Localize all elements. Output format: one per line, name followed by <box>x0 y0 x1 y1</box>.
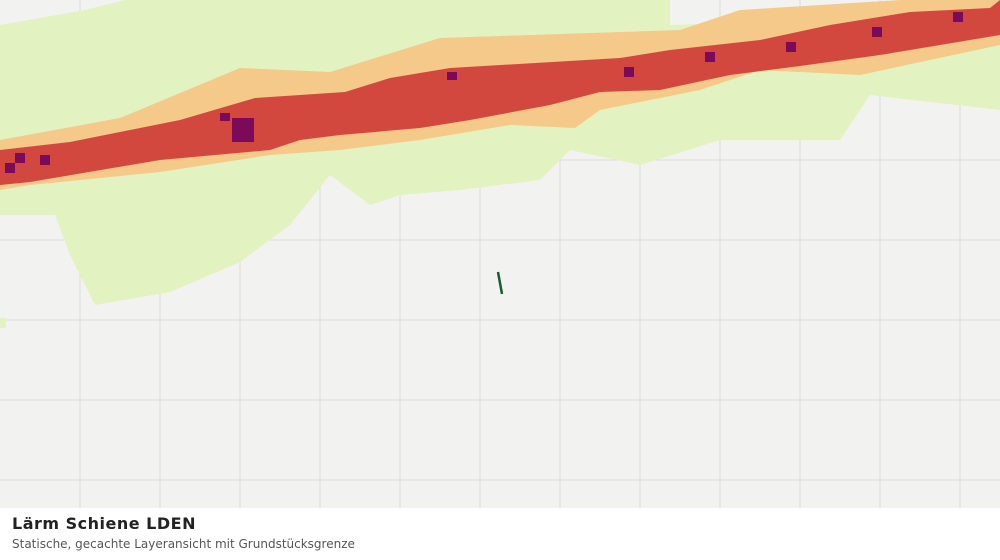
map-subtitle: Statische, gecachte Layeransicht mit Gru… <box>12 537 355 551</box>
caption: Lärm Schiene LDEN Statische, gecachte La… <box>0 508 1000 560</box>
noise-zone-low <box>0 318 6 328</box>
noise-zone-very-high <box>5 12 963 173</box>
map-view <box>0 0 1000 508</box>
property-boundary <box>496 271 504 295</box>
map-title: Lärm Schiene LDEN <box>12 514 196 533</box>
